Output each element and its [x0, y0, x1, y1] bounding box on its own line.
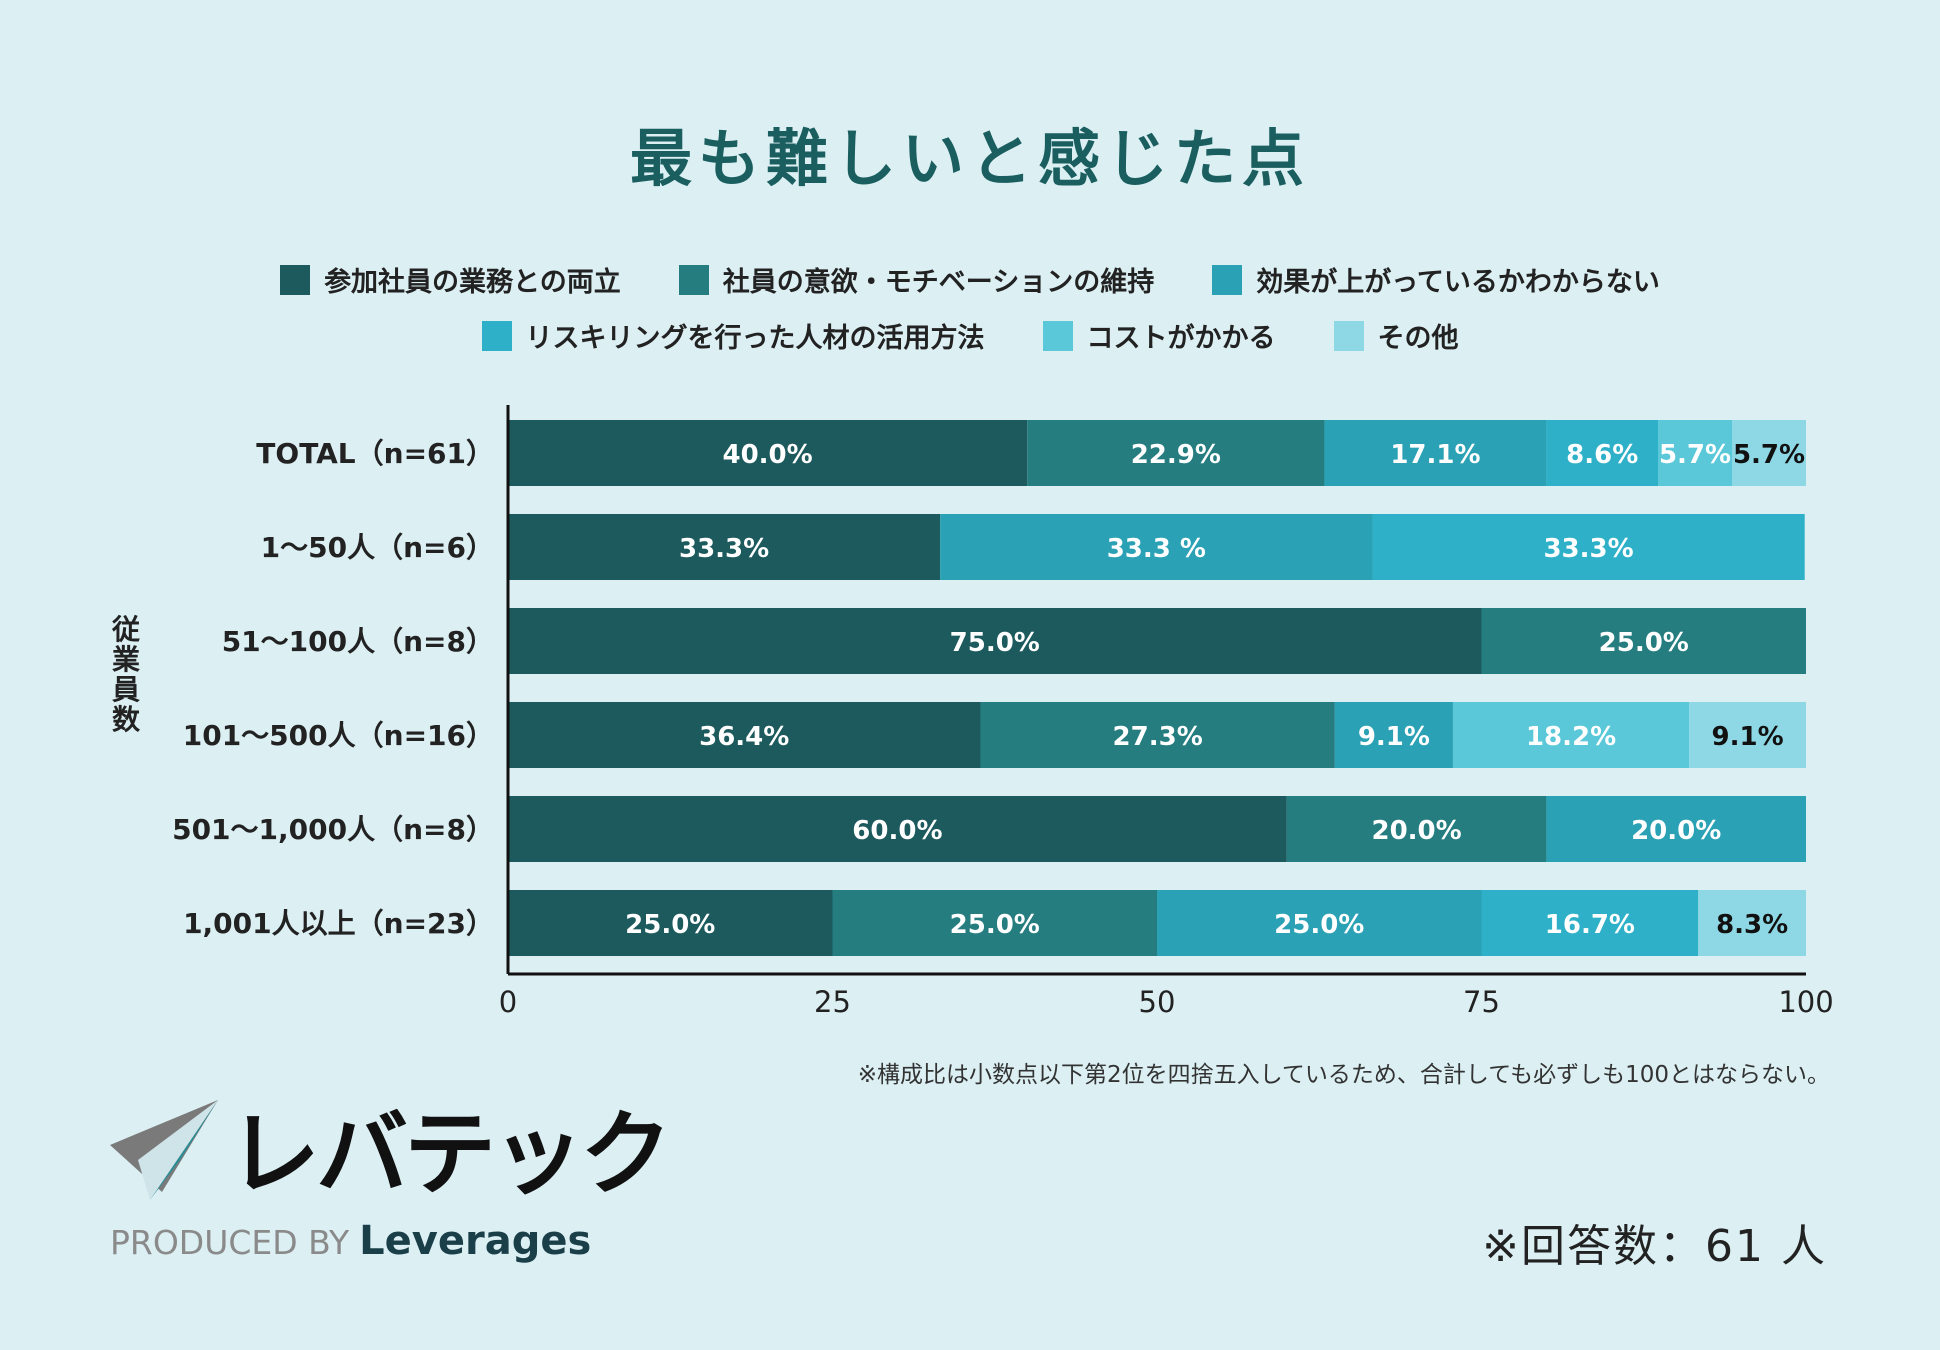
data-label: 18.2%	[1526, 722, 1616, 752]
bar-segment	[508, 890, 833, 956]
bar-segment	[1546, 420, 1659, 486]
bar-segment	[508, 514, 941, 580]
legend-item: 社員の意欲・モチベーションの維持	[678, 260, 1155, 299]
bar-segment	[1334, 702, 1453, 768]
bar-segment	[1372, 514, 1805, 580]
legend-label: 社員の意欲・モチベーションの維持	[722, 267, 1155, 298]
logo-triangle-light	[138, 1100, 218, 1200]
data-label: 9.1%	[1712, 722, 1784, 752]
logo-wordmark: レバテック	[228, 1101, 672, 1208]
bar-segment	[1658, 420, 1733, 486]
footnote: ※構成比は小数点以下第2位を四捨五入しているため、合計しても必ずしも100とはな…	[857, 1062, 1830, 1088]
bar-segment	[508, 420, 1028, 486]
legend-item: 効果が上がっているかわからない	[1212, 260, 1660, 299]
category-label: 51〜100人（n=8）	[222, 625, 494, 658]
data-label: 25.0%	[1599, 628, 1689, 658]
legend-item: リスキリングを行った人材の活用方法	[481, 316, 985, 355]
bar-segment	[508, 608, 1482, 674]
stacked-bar-chart: TOTAL（n=61） 40.0% 22.9% 17.1% 8.6% 5.7% 5.7% 1〜…	[172, 405, 1834, 1019]
data-label: 8.6%	[1566, 440, 1638, 470]
legend-swatch	[481, 320, 512, 351]
bar-segment	[832, 890, 1157, 956]
data-label: 20.0%	[1631, 816, 1721, 846]
legend-item: 参加社員の業務との両立	[280, 260, 621, 299]
data-label: 33.3%	[1543, 534, 1633, 564]
legend-swatch	[1042, 320, 1073, 351]
legend-label: 効果が上がっているかわからない	[1256, 267, 1660, 298]
data-label: 27.3%	[1113, 722, 1203, 752]
bar-segment	[1452, 702, 1690, 768]
bar-segment	[1324, 420, 1547, 486]
x-tick-label: 100	[1778, 985, 1833, 1019]
bar-segment	[1481, 890, 1699, 956]
legend-swatch	[280, 264, 311, 295]
bar-segment	[1027, 420, 1325, 486]
legend-label: 参加社員の業務との両立	[324, 267, 621, 298]
data-label: 5.7%	[1733, 440, 1805, 470]
bar-segment	[1157, 890, 1482, 956]
data-label: 25.0%	[950, 910, 1040, 940]
data-label: 40.0%	[722, 440, 812, 470]
legend-label: リスキリングを行った人材の活用方法	[525, 323, 985, 354]
produced-by-label: PRODUCED BY	[110, 1223, 350, 1262]
leverages-logo-mark	[110, 1100, 218, 1200]
data-label: 25.0%	[1274, 910, 1364, 940]
chart-title: 最も難しいと感じた点	[629, 122, 1310, 195]
bar-segment	[1698, 890, 1806, 956]
legend-swatch	[678, 264, 709, 295]
bar-segment	[1481, 608, 1806, 674]
bar-segment	[1546, 796, 1806, 862]
x-tick-label: 75	[1463, 985, 1500, 1019]
bar-segment	[940, 514, 1373, 580]
legend-row-1: 参加社員の業務との両立 社員の意欲・モチベーションの維持 効果が上がっているかわから…	[0, 260, 1940, 299]
legend-item: その他	[1333, 316, 1459, 355]
category-label: TOTAL（n=61）	[256, 437, 494, 470]
data-label: 33.3%	[679, 534, 769, 564]
logo-triangle-teal	[150, 1100, 218, 1200]
y-axis-title: 従業員数	[111, 613, 140, 736]
data-label: 16.7%	[1545, 910, 1635, 940]
legend-item: コストがかかる	[1042, 316, 1276, 355]
brand-name: Leverages	[359, 1218, 592, 1264]
data-label: 25.0%	[625, 910, 715, 940]
data-label: 36.4%	[699, 722, 789, 752]
category-label: 1〜50人（n=6）	[261, 531, 494, 564]
category-label: 501〜1,000人（n=8）	[172, 813, 494, 846]
legend-swatch	[1212, 264, 1243, 295]
bar-segment	[980, 702, 1335, 768]
data-label: 20.0%	[1371, 816, 1461, 846]
legend-label: コストがかかる	[1086, 323, 1276, 354]
produced-by: PRODUCED BY Leverages	[110, 1218, 591, 1264]
bar-segment	[508, 702, 981, 768]
bar-segment	[1732, 420, 1806, 486]
bar-segment	[508, 796, 1287, 862]
data-label: 22.9%	[1131, 440, 1221, 470]
data-label: 8.3%	[1716, 910, 1788, 940]
data-label: 17.1%	[1390, 440, 1480, 470]
legend-label: その他	[1377, 323, 1459, 354]
data-label: 75.0%	[950, 628, 1040, 658]
data-label: 33.3 %	[1107, 534, 1206, 564]
x-tick-label: 0	[499, 985, 517, 1019]
legend-swatch	[1333, 320, 1364, 351]
x-tick-label: 25	[814, 985, 851, 1019]
bar-segment	[1286, 796, 1547, 862]
legend-row-2: リスキリングを行った人材の活用方法 コストがかかる その他	[0, 316, 1940, 355]
data-label: 9.1%	[1358, 722, 1430, 752]
x-tick-label: 50	[1139, 985, 1176, 1019]
data-label: 5.7%	[1659, 440, 1731, 470]
response-count: ※回答数：61 人	[1482, 1221, 1827, 1272]
bar-segment	[1689, 702, 1806, 768]
data-label: 60.0%	[852, 816, 942, 846]
category-label: 101〜500人（n=16）	[183, 719, 494, 752]
category-label: 1,001人以上（n=23）	[183, 907, 494, 940]
